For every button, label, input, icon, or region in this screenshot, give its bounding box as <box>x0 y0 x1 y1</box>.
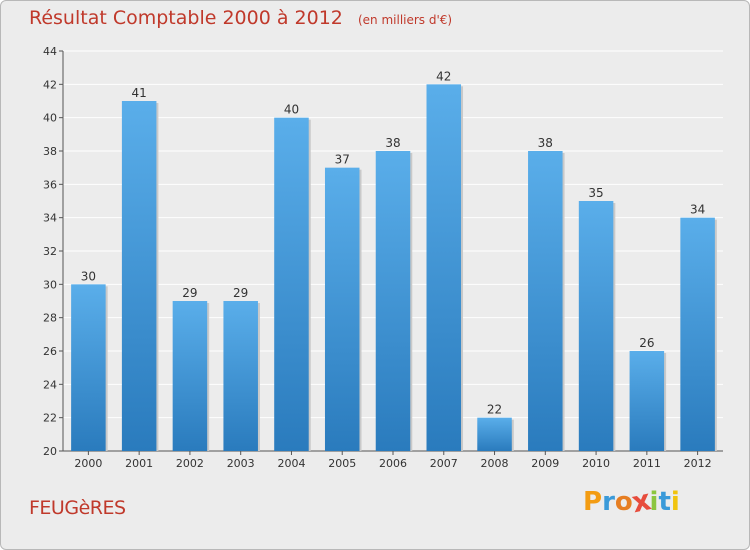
bar <box>426 84 462 451</box>
bar-value-label: 41 <box>132 86 147 100</box>
town-name: FEUGèRES <box>29 497 126 519</box>
bar-value-label: 22 <box>487 403 502 417</box>
proxiti-logo: Proxiti <box>583 484 680 523</box>
y-tick-label: 44 <box>43 45 57 58</box>
logo-letter: i <box>649 487 659 517</box>
y-tick-label: 22 <box>43 412 57 425</box>
logo-letter: t <box>658 487 671 517</box>
x-tick-label: 2007 <box>430 457 458 470</box>
logo-letter: o <box>614 487 633 517</box>
y-tick-label: 42 <box>43 78 57 91</box>
y-tick-label: 20 <box>43 445 57 458</box>
bar <box>629 351 665 451</box>
x-tick-label: 2006 <box>379 457 407 470</box>
y-tick-label: 38 <box>43 145 57 158</box>
bar-value-label: 37 <box>335 153 350 167</box>
y-tick-label: 36 <box>43 178 57 191</box>
y-tick-label: 32 <box>43 245 57 258</box>
bar-value-label: 26 <box>639 336 654 350</box>
bar <box>528 151 563 451</box>
bar-value-label: 35 <box>588 186 603 200</box>
bar <box>375 151 411 451</box>
logo-letter: i <box>670 487 680 517</box>
x-tick-label: 2010 <box>582 457 610 470</box>
chart-title-main: Résultat Comptable 2000 à 2012 <box>29 7 343 29</box>
bar <box>578 201 614 451</box>
bar-value-label: 38 <box>538 136 553 150</box>
y-tick-label: 34 <box>43 212 57 225</box>
bar <box>121 101 157 451</box>
bar <box>172 301 208 451</box>
y-tick-label: 26 <box>43 345 57 358</box>
y-tick-label: 28 <box>43 312 57 325</box>
y-tick-label: 40 <box>43 112 57 125</box>
y-tick-label: 30 <box>43 278 57 291</box>
x-tick-label: 2003 <box>227 457 255 470</box>
x-tick-label: 2008 <box>481 457 509 470</box>
bar-value-label: 42 <box>436 69 451 83</box>
bar <box>274 117 309 452</box>
bar <box>477 417 512 451</box>
bar-value-label: 38 <box>385 136 400 150</box>
x-tick-label: 2011 <box>633 457 661 470</box>
chart-title-unit: (en milliers d'€) <box>357 13 453 27</box>
logo-letter: r <box>602 487 615 517</box>
bar <box>680 217 715 451</box>
bar-value-label: 34 <box>690 203 705 217</box>
chart-title: Résultat Comptable 2000 à 2012 (en milli… <box>29 7 452 29</box>
bar <box>324 167 360 451</box>
x-tick-label: 2000 <box>74 457 102 470</box>
bar <box>223 301 258 451</box>
bar-value-label: 40 <box>284 103 299 117</box>
bar <box>71 284 106 451</box>
x-tick-label: 2004 <box>277 457 305 470</box>
x-tick-label: 2005 <box>328 457 356 470</box>
bar-value-label: 29 <box>182 286 197 300</box>
x-tick-label: 2012 <box>684 457 712 470</box>
bar-value-label: 29 <box>233 286 248 300</box>
x-tick-label: 2001 <box>125 457 153 470</box>
bar-value-label: 30 <box>81 269 96 283</box>
x-tick-label: 2002 <box>176 457 204 470</box>
logo-letter: P <box>583 487 603 517</box>
x-tick-label: 2009 <box>531 457 559 470</box>
y-tick-label: 24 <box>43 378 57 391</box>
